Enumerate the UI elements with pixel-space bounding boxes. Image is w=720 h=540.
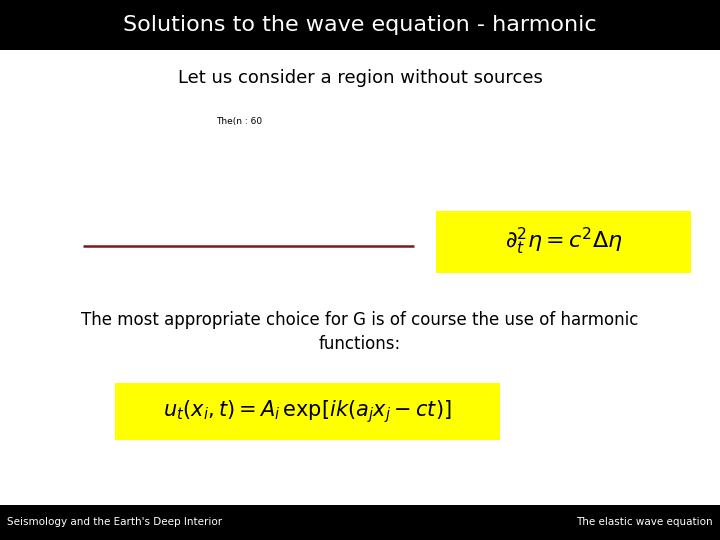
Text: Seismology and the Earth's Deep Interior: Seismology and the Earth's Deep Interior xyxy=(7,517,222,528)
FancyBboxPatch shape xyxy=(436,211,691,273)
Text: $\partial_t^2\eta = c^2\Delta\eta$: $\partial_t^2\eta = c^2\Delta\eta$ xyxy=(505,226,623,257)
Text: Solutions to the wave equation - harmonic: Solutions to the wave equation - harmoni… xyxy=(123,15,597,35)
Text: The most appropriate choice for G is of course the use of harmonic
functions:: The most appropriate choice for G is of … xyxy=(81,311,639,353)
Text: The(n : 60: The(n : 60 xyxy=(216,117,262,126)
Text: $u_t(x_i, t) = A_i\,\exp[ik(a_j x_j - ct)]$: $u_t(x_i, t) = A_i\,\exp[ik(a_j x_j - ct… xyxy=(163,399,451,426)
Text: Let us consider a region without sources: Let us consider a region without sources xyxy=(178,69,542,87)
FancyBboxPatch shape xyxy=(0,505,720,540)
Text: The elastic wave equation: The elastic wave equation xyxy=(576,517,713,528)
FancyBboxPatch shape xyxy=(0,0,720,50)
FancyBboxPatch shape xyxy=(115,383,500,440)
